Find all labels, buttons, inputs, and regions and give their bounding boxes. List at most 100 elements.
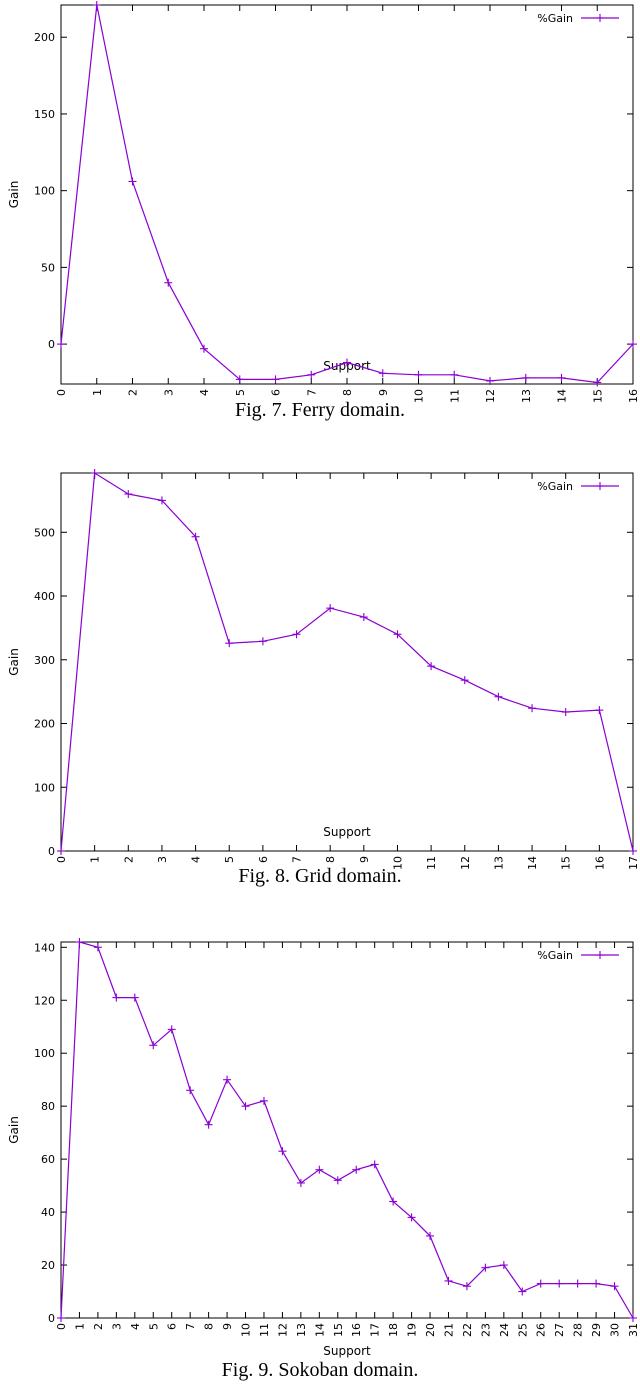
data-point [191,532,200,541]
y-tick-label: 80 [41,1100,55,1113]
plot-frame [60,4,634,385]
x-tick-label: 7 [184,1323,197,1330]
data-point [278,1147,287,1156]
x-tick-label: 3 [156,856,169,863]
data-point [595,706,604,715]
data-point [352,1165,361,1174]
data-point [259,1096,268,1105]
x-tick-label: 29 [590,1323,603,1337]
x-tick-label: 11 [425,856,438,870]
data-point [573,1279,582,1288]
data-point [610,1282,619,1291]
x-tick-label: 13 [520,389,533,403]
data-point [292,630,301,639]
data-point [407,1213,416,1222]
x-tick-label: 8 [324,856,337,863]
data-point [149,1041,158,1050]
x-tick-label: 8 [341,389,354,396]
x-tick-label: 12 [276,1323,289,1337]
x-tick-label: 4 [129,1323,142,1330]
figure-caption: Fig. 7. Ferry domain. [235,399,405,421]
x-tick-label: 11 [258,1323,271,1337]
data-point [494,692,503,701]
data-point [450,370,459,379]
x-tick-label: 16 [593,856,606,870]
x-tick-label: 5 [147,1323,160,1330]
data-point [130,993,139,1002]
x-tick-label: 4 [198,389,211,396]
data-point [235,375,244,384]
x-tick-label: 15 [332,1323,345,1337]
data-point [389,1197,398,1206]
x-tick-label: 5 [223,856,236,863]
x-tick-label: 19 [406,1323,419,1337]
data-point [444,1276,453,1285]
x-tick-label: 12 [459,856,472,870]
plot-frame [60,472,634,852]
x-tick-label: 14 [526,856,539,870]
x-tick-label: 15 [591,389,604,403]
data-point [307,370,316,379]
data-point [427,662,436,671]
data-point [258,637,267,646]
data-point [164,278,173,287]
x-tick-label: 11 [448,389,461,403]
x-tick-label: 10 [240,1323,253,1337]
data-point [518,1287,527,1296]
x-tick-label: 1 [73,1323,86,1330]
y-axis-label: Gain [7,648,21,676]
data-point [124,490,133,499]
data-point [629,847,637,855]
data-point [57,1314,65,1322]
data-point [521,373,530,382]
data-point [75,938,84,946]
x-tick-label: 13 [492,856,505,870]
x-tick-label: 14 [556,389,569,403]
x-tick-label: 5 [234,389,247,396]
data-point [157,496,166,505]
legend-label: %Gain [537,480,573,493]
x-tick-label: 0 [55,1323,68,1330]
x-tick-label: 2 [127,389,140,396]
y-axis-label: Gain [7,1116,21,1144]
data-point [557,373,566,382]
x-tick-label: 6 [166,1323,179,1330]
data-point [486,376,494,385]
x-tick-label: 0 [55,389,68,396]
x-tick-label: 24 [498,1323,511,1337]
data-point [271,375,280,384]
x-tick-label: 20 [424,1323,437,1337]
y-tick-label: 0 [48,1312,55,1325]
data-point [186,1086,195,1095]
data-point [462,1282,471,1291]
data-point [528,704,537,713]
x-tick-label: 10 [391,856,404,870]
y-tick-label: 20 [41,1259,55,1272]
y-tick-label: 40 [41,1206,55,1219]
x-tick-label: 2 [122,856,135,863]
data-point [593,378,602,387]
data-point [315,1165,324,1174]
legend-label: %Gain [537,949,573,962]
x-tick-label: 9 [358,856,371,863]
data-point [460,676,469,685]
x-tick-label: 1 [89,856,102,863]
series-line [60,471,634,852]
x-tick-label: 9 [377,389,390,396]
x-tick-label: 16 [627,389,640,403]
data-point [333,1176,342,1185]
x-tick-label: 21 [442,1323,455,1337]
y-tick-label: 140 [34,941,55,954]
y-tick-label: 300 [34,654,55,667]
x-tick-label: 10 [413,389,426,403]
y-tick-label: 50 [41,261,55,274]
x-tick-label: 4 [190,856,203,863]
data-point [414,370,423,379]
data-point [57,340,65,349]
y-tick-label: 60 [41,1153,55,1166]
x-tick-label: 17 [627,856,640,870]
x-tick-label: 3 [162,389,175,396]
x-axis-label: Support [323,1344,371,1358]
